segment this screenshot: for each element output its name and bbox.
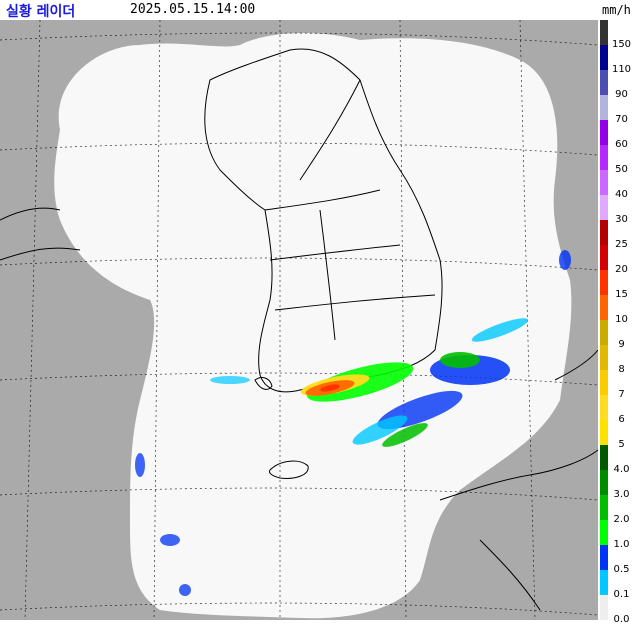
page-title: 실황 레이더: [6, 4, 76, 20]
legend-swatch: [600, 145, 608, 170]
province-border-3: [274, 294, 436, 311]
legend-label: 6: [618, 414, 625, 425]
legend-label: 0.0: [613, 614, 630, 625]
jeju-island: [269, 460, 309, 479]
legend-label: 7: [618, 389, 625, 400]
legend-swatch: [600, 520, 608, 545]
echo-green-east: [440, 352, 480, 368]
province-border-5: [299, 79, 361, 181]
legend-swatch: [600, 195, 608, 220]
legend-label: 10: [615, 314, 628, 325]
echo-red-core: [320, 384, 340, 392]
legend-label: 60: [615, 139, 628, 150]
legend-label: 110: [611, 64, 632, 75]
legend-label: 30: [615, 214, 628, 225]
legend-label: 70: [615, 114, 628, 125]
legend-label: 4.0: [613, 464, 630, 475]
japan-coast-3: [554, 349, 598, 381]
legend-label: 9: [618, 339, 625, 350]
legend-swatch: [600, 570, 608, 595]
header: 실황 레이더 2025.05.15.14:00 mm/h: [0, 0, 635, 20]
legend-label: 8: [618, 364, 625, 375]
legend-label: 5: [618, 439, 625, 450]
echo-lightblue-2: [471, 318, 529, 342]
legend-label: 25: [615, 239, 628, 250]
legend-swatch: [600, 170, 608, 195]
province-border-1: [264, 189, 381, 211]
japan-coast-1: [439, 449, 598, 501]
legend-swatch: [600, 370, 608, 395]
radar-map: [0, 20, 598, 620]
legend-label: 150: [611, 39, 632, 50]
legend-label: 90: [615, 89, 628, 100]
precipitation-legend: 150 110 90 70 60 50 40 30 25 20 15 10 9 8 7 6 5 4.0 3.0 2.0…: [598, 20, 635, 625]
legend-label: 1.0: [613, 539, 630, 550]
legend-swatch: [600, 495, 608, 520]
legend-label: 0.1: [613, 589, 630, 600]
japan-coast-2: [479, 539, 541, 611]
radar-coverage-area: [54, 33, 572, 619]
legend-swatch: [600, 95, 608, 120]
legend-swatch: [600, 270, 608, 295]
legend-swatch: [600, 220, 608, 245]
legend-swatch: [600, 395, 608, 420]
legend-swatch: [600, 120, 608, 145]
timestamp: 2025.05.15.14:00: [130, 2, 256, 17]
legend-swatch: [600, 320, 608, 345]
echo-lightblue-1: [352, 415, 408, 445]
west-islands: [254, 377, 273, 390]
legend-swatch: [600, 295, 608, 320]
legend-label: 3.0: [613, 489, 630, 500]
echo-blue-east-small: [559, 250, 571, 270]
province-border-4: [319, 209, 336, 341]
legend-swatch: [600, 420, 608, 445]
legend-label: 2.0: [613, 514, 630, 525]
province-border-2: [269, 244, 401, 261]
echo-green-south: [382, 423, 428, 447]
echo-west-sea-4: [210, 376, 250, 384]
legend-label: 50: [615, 164, 628, 175]
echo-west-sea-1: [135, 453, 145, 477]
unit-label: mm/h: [602, 3, 631, 17]
legend-label: 15: [615, 289, 628, 300]
legend-label: 40: [615, 189, 628, 200]
legend-swatch: [600, 245, 608, 270]
legend-swatch: [600, 445, 608, 470]
legend-swatch: [600, 470, 608, 495]
precipitation-echoes: [135, 250, 571, 596]
legend-label: 20: [615, 264, 628, 275]
legend-swatch: [600, 545, 608, 570]
echo-west-sea-2: [160, 534, 180, 546]
china-coast: [0, 207, 81, 261]
echo-west-sea-3: [179, 584, 191, 596]
legend-swatch: [600, 595, 608, 620]
legend-label: 0.5: [613, 564, 630, 575]
legend-swatch: [600, 345, 608, 370]
legend-swatch: [600, 20, 608, 45]
legend-swatch: [600, 45, 608, 70]
legend-swatch: [600, 70, 608, 95]
